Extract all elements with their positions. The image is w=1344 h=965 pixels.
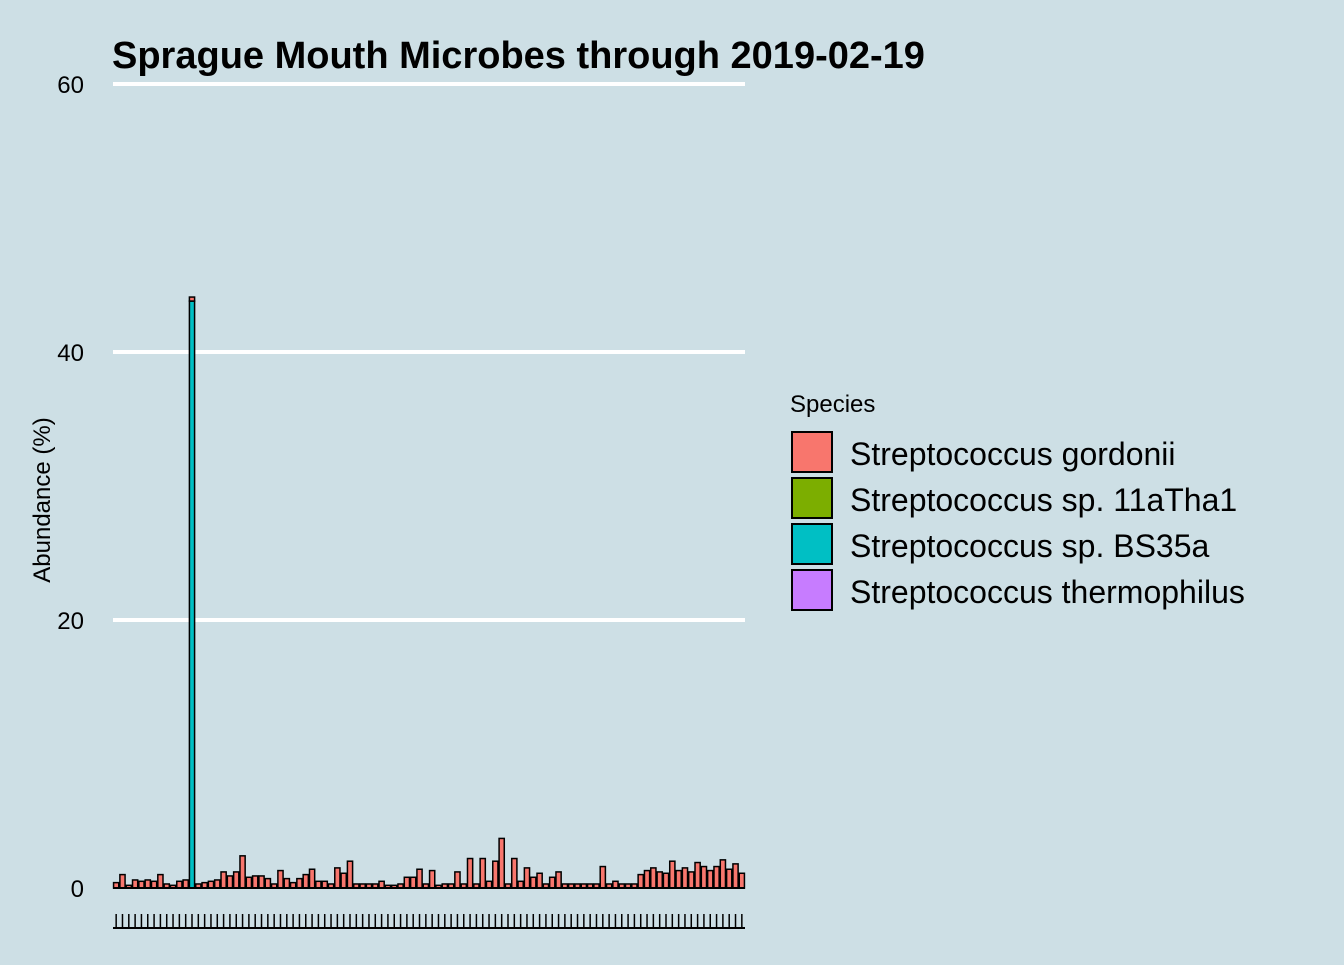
bar-segment xyxy=(492,860,499,889)
bar-segment xyxy=(188,300,196,889)
bar-segment xyxy=(321,880,329,889)
bar-segment xyxy=(719,859,727,889)
bar-segment xyxy=(454,871,461,889)
bar-segment xyxy=(713,865,720,889)
bar-segment xyxy=(308,868,316,889)
bar-segment xyxy=(548,876,556,889)
bar-segment xyxy=(687,871,695,889)
bar-segment xyxy=(529,876,537,889)
bar-segment xyxy=(315,880,322,889)
bar-segment xyxy=(612,880,619,889)
bar-segment xyxy=(656,871,664,889)
bar-segment xyxy=(498,837,506,889)
bar-segment xyxy=(138,880,145,889)
legend: Species Streptococcus gordonii Streptococ… xyxy=(790,391,1245,611)
bar-segment xyxy=(403,876,411,889)
bar-segment xyxy=(517,880,524,889)
legend-label: Streptococcus sp. 11aTha1 xyxy=(850,482,1237,518)
legend-label: Streptococcus sp. BS35a xyxy=(850,528,1210,564)
bar-segment xyxy=(207,880,215,889)
bar-segment xyxy=(416,868,423,889)
bar-segment xyxy=(675,869,682,889)
bar-segment xyxy=(226,875,234,889)
bar-segment xyxy=(157,873,164,889)
bar-segment xyxy=(302,873,310,889)
bar-segment xyxy=(668,860,676,889)
bar-segment xyxy=(523,867,531,889)
bar-segment xyxy=(119,873,126,889)
x-axis-ticks xyxy=(113,914,745,929)
chart-title: Sprague Mouth Microbes through 2019-02-1… xyxy=(112,35,925,77)
bar-segment xyxy=(232,871,240,889)
bar-segment xyxy=(428,869,436,889)
bar-segment xyxy=(485,880,493,889)
bar-segment xyxy=(346,860,354,889)
bar-segment xyxy=(706,869,714,889)
legend-title: Species xyxy=(790,391,875,418)
bar-segment xyxy=(150,880,158,889)
bar-segment xyxy=(378,880,385,889)
bars xyxy=(112,296,746,889)
bar-segment xyxy=(479,857,487,889)
bar-segment xyxy=(555,871,562,889)
y-tick-label: 20 xyxy=(57,608,84,635)
bar-segment xyxy=(466,857,474,889)
bar-segment xyxy=(732,863,739,889)
bar-segment xyxy=(700,865,708,889)
bar-segment xyxy=(296,877,303,889)
bar-segment xyxy=(409,876,417,889)
y-tick-label: 0 xyxy=(71,876,84,903)
bar-segment xyxy=(662,872,670,889)
bar-segment xyxy=(251,875,259,889)
legend-label: Streptococcus gordonii xyxy=(850,436,1176,472)
legend-label: Streptococcus thermophilus xyxy=(850,574,1245,610)
bar-segment xyxy=(643,869,651,889)
bar-segment xyxy=(182,879,190,889)
bar-segment xyxy=(245,876,253,889)
bar-segment xyxy=(220,871,227,889)
bar-segment xyxy=(144,879,152,889)
bar-segment xyxy=(637,873,645,889)
bar-segment xyxy=(264,877,272,889)
legend-key xyxy=(791,523,833,565)
y-axis-label: Abundance (%) xyxy=(29,417,56,582)
bar-segment xyxy=(258,875,265,889)
bar-segment xyxy=(694,861,701,889)
bar-segment xyxy=(340,872,348,889)
bar-segment xyxy=(681,867,689,889)
bar-segment xyxy=(650,867,657,889)
legend-key xyxy=(791,477,833,519)
gridlines xyxy=(113,82,745,622)
bar-segment xyxy=(239,855,246,889)
bar-segment xyxy=(131,879,139,889)
bar-segment xyxy=(176,880,183,889)
bar-segment xyxy=(738,872,746,889)
legend-key xyxy=(791,569,833,611)
y-axis-ticks: 0 20 40 60 xyxy=(57,72,84,903)
bar-segment xyxy=(536,872,543,889)
y-tick-label: 60 xyxy=(57,72,84,99)
bar-segment xyxy=(283,877,291,889)
bar-segment xyxy=(599,865,607,889)
bar-segment xyxy=(277,869,284,889)
bar-segment xyxy=(725,868,733,889)
bar-segment xyxy=(188,296,196,302)
legend-key xyxy=(791,431,833,473)
y-tick-label: 40 xyxy=(57,340,84,367)
bar-segment xyxy=(334,867,341,889)
bar-segment xyxy=(213,879,221,889)
bar-segment xyxy=(510,857,518,889)
